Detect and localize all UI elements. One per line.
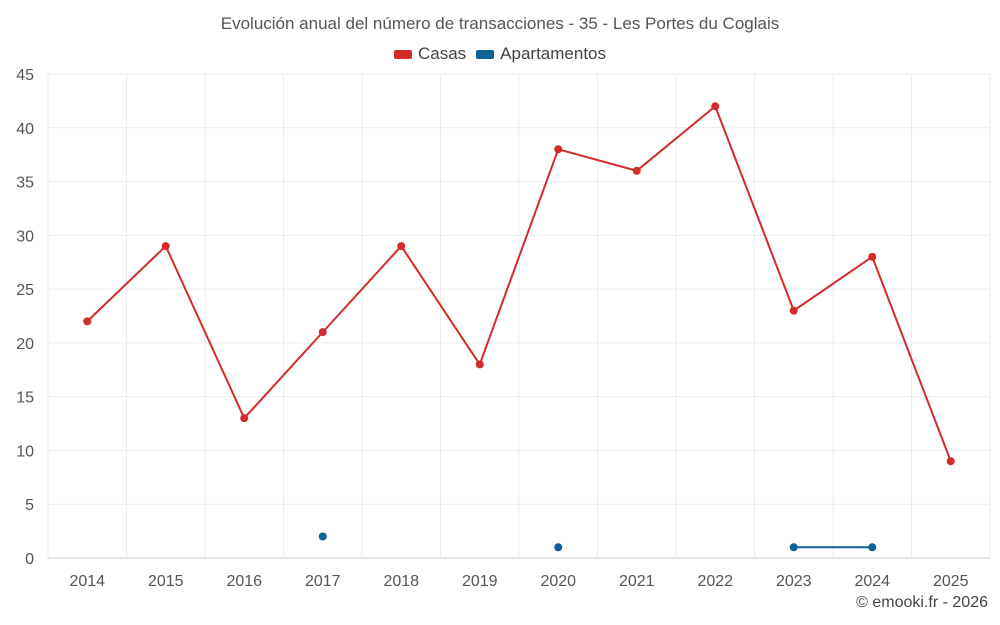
y-tick-label: 5 <box>25 497 34 514</box>
data-point-casas <box>161 242 170 251</box>
x-tick-label: 2017 <box>305 573 341 590</box>
data-point-apartamentos <box>318 532 327 541</box>
series-line-casas <box>478 148 560 366</box>
y-tick-label: 20 <box>16 336 34 353</box>
series-line-casas <box>243 331 324 420</box>
x-tick-label: 2014 <box>69 573 105 590</box>
legend-swatch-apartamentos <box>476 49 495 59</box>
data-point-casas <box>240 414 249 423</box>
data-point-casas <box>789 306 798 315</box>
data-point-apartamentos <box>789 543 798 552</box>
series-line-casas <box>792 255 874 312</box>
chart-title: Evolución anual del número de transaccio… <box>220 14 780 33</box>
copyright: © emooki.fr - 2026 <box>856 594 988 611</box>
x-tick-label: 2024 <box>854 573 890 590</box>
data-point-apartamentos <box>868 543 877 552</box>
series-line-casas <box>321 245 403 334</box>
series-line-casas <box>714 105 795 312</box>
x-tick-label: 2015 <box>148 573 184 590</box>
series-line-casas <box>164 245 246 420</box>
legend-swatch-casas <box>393 49 412 59</box>
data-point-casas <box>632 166 641 175</box>
legend-item-casas[interactable]: Casas <box>393 44 467 64</box>
data-point-apartamentos <box>554 543 563 552</box>
y-tick-label: 45 <box>16 67 34 84</box>
data-point-casas <box>397 242 406 251</box>
x-tick-label: 2019 <box>462 573 498 590</box>
legend-label-casas: Casas <box>417 44 467 63</box>
data-point-casas <box>554 145 563 154</box>
x-tick-label: 2025 <box>933 573 969 590</box>
legend-label-apartamentos: Apartamentos <box>500 44 607 63</box>
y-tick-label: 0 <box>25 551 34 568</box>
data-point-casas <box>946 457 955 466</box>
data-point-casas <box>475 360 484 369</box>
x-tick-label: 2021 <box>619 573 655 590</box>
y-tick-label: 40 <box>16 121 34 138</box>
series-line-casas <box>400 245 481 366</box>
x-tick-label: 2023 <box>776 573 812 590</box>
data-point-casas <box>868 252 877 261</box>
data-point-casas <box>318 328 327 337</box>
series-line-casas <box>635 105 717 172</box>
x-tick-label: 2022 <box>697 573 733 590</box>
legend-item-apartamentos[interactable]: Apartamentos <box>476 44 606 64</box>
data-point-casas <box>83 317 92 326</box>
y-tick-label: 25 <box>16 282 34 299</box>
y-tick-label: 15 <box>16 390 34 407</box>
y-tick-label: 35 <box>16 175 34 192</box>
x-tick-label: 2018 <box>383 573 419 590</box>
y-tick-label: 10 <box>16 443 34 460</box>
series-line-casas <box>86 245 167 323</box>
series-line-casas <box>557 148 638 172</box>
data-point-casas <box>711 102 720 111</box>
y-tick-label: 30 <box>16 228 34 245</box>
x-tick-label: 2020 <box>540 573 576 590</box>
legend: Casas Apartamentos <box>0 44 1000 64</box>
series-line-casas <box>871 255 952 463</box>
x-tick-label: 2016 <box>226 573 262 590</box>
